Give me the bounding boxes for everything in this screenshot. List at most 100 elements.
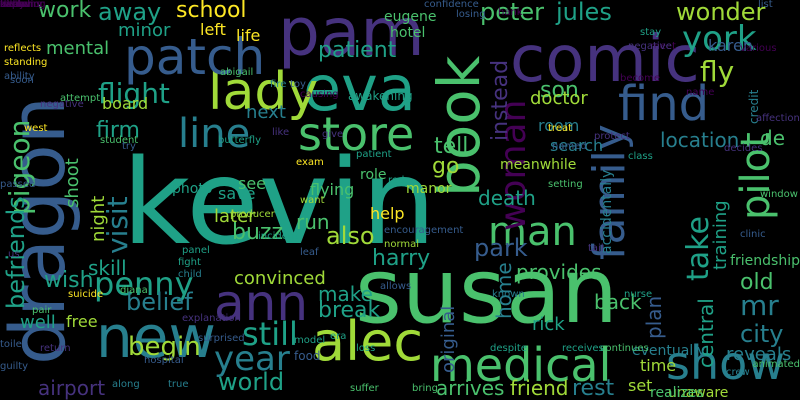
cloud-word: see xyxy=(238,174,267,193)
cloud-word: leaf xyxy=(300,247,319,258)
cloud-word: comic xyxy=(510,23,700,97)
cloud-word: training xyxy=(710,200,731,270)
cloud-word: work xyxy=(38,0,92,23)
cloud-word: meet xyxy=(650,41,676,52)
cloud-word: accidentally xyxy=(599,169,615,254)
cloud-word: son xyxy=(540,78,579,103)
cloud-word: buzz xyxy=(232,220,284,245)
cloud-word: later xyxy=(214,206,256,227)
cloud-word: fellow xyxy=(0,0,30,10)
cloud-word: make xyxy=(318,282,373,306)
cloud-word: well xyxy=(20,312,56,333)
cloud-word: awakening xyxy=(348,89,413,103)
cloud-word: despite xyxy=(490,343,527,354)
cloud-word: allows xyxy=(380,281,412,292)
cloud-word: loss xyxy=(356,343,376,354)
cloud-word: plan xyxy=(642,295,666,339)
cloud-word: save xyxy=(218,184,256,203)
cloud-word: time xyxy=(640,356,677,375)
cloud-word: eventually xyxy=(632,343,706,359)
cloud-word: ann xyxy=(214,274,309,332)
cloud-word: window xyxy=(760,189,798,200)
cloud-word: including xyxy=(0,0,46,10)
cloud-word: run xyxy=(296,210,330,234)
cloud-word: night xyxy=(88,195,109,242)
cloud-word: clinic xyxy=(740,229,766,240)
cloud-word: away xyxy=(98,0,162,26)
cloud-word: location xyxy=(660,128,740,152)
cloud-word: airport xyxy=(38,376,106,400)
cloud-word: de xyxy=(760,126,785,150)
cloud-word: susan xyxy=(355,239,619,344)
cloud-word: eugene xyxy=(384,9,437,25)
cloud-word: negative xyxy=(628,41,672,52)
cloud-word: wonder xyxy=(676,0,766,26)
cloud-word: tilt xyxy=(0,0,14,10)
cloud-word: name xyxy=(686,87,715,98)
cloud-word: hank xyxy=(498,7,523,18)
cloud-word: causing xyxy=(300,89,339,100)
cloud-word: incident xyxy=(258,231,299,242)
cloud-word: patient xyxy=(356,149,392,160)
cloud-word: soon xyxy=(10,75,34,86)
cloud-word: behavior xyxy=(0,0,44,10)
cloud-word: butterfly xyxy=(218,135,262,146)
cloud-word: standing xyxy=(4,57,48,68)
cloud-word: producer xyxy=(230,209,275,220)
cloud-word: explains xyxy=(0,0,42,10)
cloud-word: zach xyxy=(0,0,24,10)
cloud-word: animated xyxy=(752,359,800,370)
cloud-word: ability xyxy=(4,71,35,82)
cloud-word: protect xyxy=(594,131,630,142)
cloud-word: friendship xyxy=(730,253,800,269)
cloud-word: fly xyxy=(700,55,735,88)
cloud-word: minor xyxy=(118,20,171,41)
cloud-word: unaware xyxy=(668,385,729,400)
cloud-word: patient xyxy=(318,38,397,63)
cloud-word: pair xyxy=(32,305,52,316)
cloud-word: fight xyxy=(178,257,201,268)
cloud-word: left xyxy=(200,20,226,39)
cloud-word: flying xyxy=(310,180,355,199)
cloud-word: world xyxy=(218,368,285,396)
cloud-word: original xyxy=(438,305,459,373)
cloud-word: room xyxy=(538,116,580,135)
cloud-word: true xyxy=(168,379,189,390)
cloud-word: doctor xyxy=(530,88,588,109)
cloud-word: belief xyxy=(126,288,193,316)
cloud-word: death xyxy=(478,186,536,210)
cloud-word: abigail xyxy=(220,67,254,78)
cloud-word: new xyxy=(96,303,216,371)
cloud-word: board xyxy=(102,94,149,113)
cloud-word: break xyxy=(318,298,381,323)
cloud-word: still xyxy=(242,315,298,353)
cloud-word: school xyxy=(176,0,247,23)
cloud-word: negative xyxy=(40,99,84,110)
cloud-word: student xyxy=(100,135,139,146)
cloud-word: receives xyxy=(562,343,604,354)
cloud-word: nurse xyxy=(624,289,653,300)
cloud-word: child xyxy=(178,269,202,280)
cloud-word: known xyxy=(492,289,525,300)
cloud-word: want xyxy=(300,195,325,206)
cloud-word: decides xyxy=(724,143,763,154)
cloud-word: explanation xyxy=(182,313,241,324)
cloud-word: care xyxy=(0,0,22,10)
cloud-word: kevin xyxy=(122,133,437,271)
cloud-word: exam xyxy=(296,157,324,168)
cloud-word: toy xyxy=(290,79,306,90)
cloud-word: fire xyxy=(270,79,287,90)
cloud-word: give xyxy=(322,129,344,140)
cloud-word: hotel xyxy=(390,25,426,41)
cloud-word: begin xyxy=(128,332,201,362)
cloud-word: tail xyxy=(588,243,604,254)
cloud-word: lady xyxy=(208,62,319,122)
cloud-word: kirby xyxy=(0,0,25,10)
cloud-word: show xyxy=(666,336,785,390)
cloud-word: provides xyxy=(516,260,602,284)
cloud-word: city xyxy=(740,320,784,348)
cloud-word: rest xyxy=(572,376,615,400)
cloud-word: convinced xyxy=(234,268,326,289)
cloud-word: like xyxy=(272,127,290,138)
